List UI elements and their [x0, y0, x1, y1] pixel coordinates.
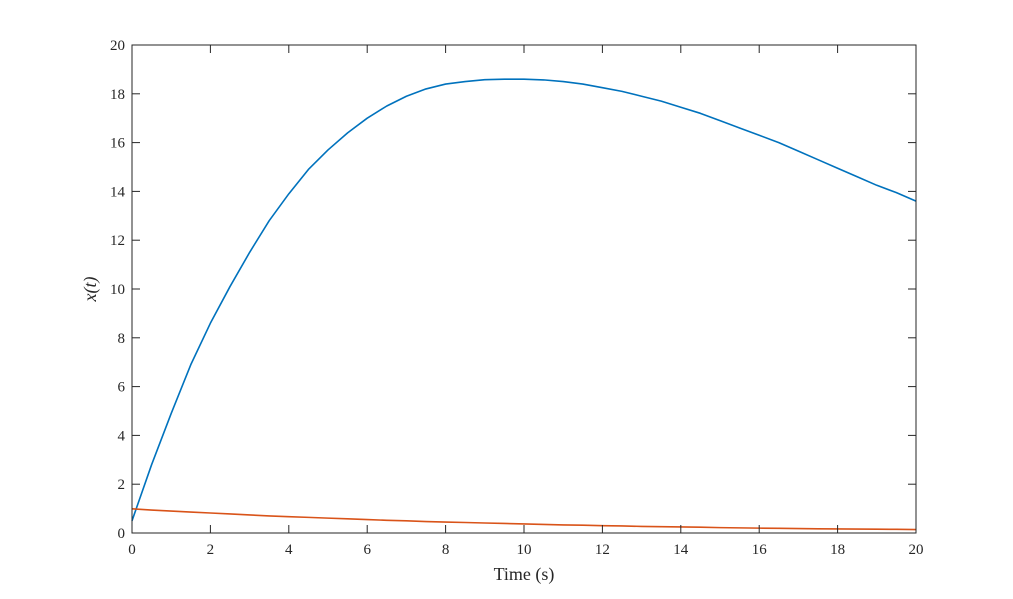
x-tick-label: 14 [673, 542, 689, 558]
y-tick-label: 14 [110, 184, 126, 200]
series-line-1 [131, 78, 917, 522]
y-tick-label: 8 [118, 331, 126, 347]
y-tick-label: 12 [110, 233, 125, 249]
plot-area: 0 2 4 6 8 10 12 14 16 18 20 0 2 4 6 8 10 12 14 16 18 20 [110, 38, 924, 558]
x-tick-label: 4 [285, 542, 293, 558]
y-tick-label: 10 [110, 282, 125, 298]
x-tick-label: 6 [363, 542, 371, 558]
y-tick-label: 16 [110, 136, 126, 152]
x-tick-label: 16 [752, 542, 768, 558]
x-tick-label: 2 [207, 542, 215, 558]
x-tick-label: 18 [830, 542, 845, 558]
x-tick-label: 12 [595, 542, 610, 558]
x-tick-label: 10 [517, 542, 532, 558]
x-tick-label: 8 [442, 542, 450, 558]
y-tick-label: 18 [110, 87, 125, 103]
y-tick-label: 20 [110, 38, 125, 54]
y-tick-label: 6 [118, 380, 126, 396]
series-layer [131, 78, 917, 531]
axes-background [132, 45, 916, 533]
x-tick-label: 0 [128, 542, 136, 558]
x-axis-label: Time (s) [494, 564, 555, 585]
x-tick-label: 20 [909, 542, 924, 558]
y-tick-label: 2 [118, 477, 126, 493]
y-axis-label: x(t) [80, 277, 101, 303]
y-tick-label: 0 [118, 526, 126, 542]
y-tick-label: 4 [118, 428, 126, 444]
series-line-2 [131, 508, 917, 531]
tick-layer: 0 2 4 6 8 10 12 14 16 18 20 0 2 4 6 8 10 12 14 16 18 20 [110, 38, 924, 558]
